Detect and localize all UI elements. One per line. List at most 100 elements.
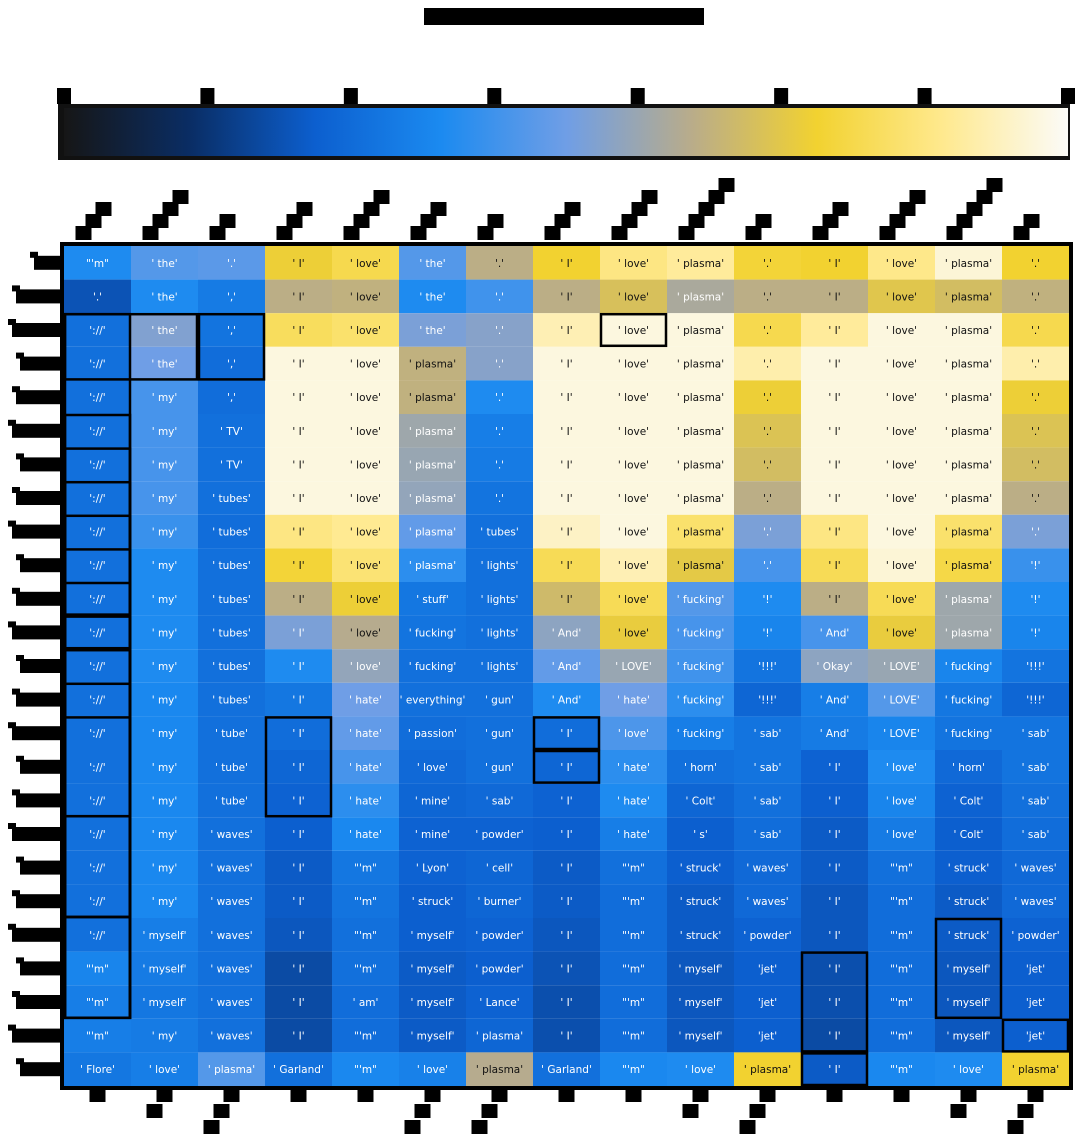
heatmap-cell [935, 682, 1002, 717]
cell-label: ' I' [828, 1031, 840, 1043]
cell-label: ' tubes' [480, 527, 518, 539]
heatmap-cell [1002, 951, 1069, 986]
cell-label: ' my' [152, 896, 178, 908]
heatmap-cell [399, 716, 466, 750]
cell-label: ' plasma' [677, 560, 724, 572]
heatmap-cell [533, 447, 600, 482]
cell-label: '.' [763, 392, 772, 404]
cell-label: ' my' [152, 695, 178, 707]
cell-label: ' plasma' [945, 627, 992, 639]
heatmap-cell [935, 246, 1002, 280]
heatmap-cell [466, 951, 533, 986]
heatmap-cell [265, 246, 332, 280]
heatmap-cell [801, 313, 868, 347]
heatmap-cell [667, 1018, 734, 1053]
cell-label: ' love' [618, 728, 649, 740]
heatmap-cell [198, 313, 265, 347]
cell-label: ' love' [886, 459, 917, 471]
heatmap-cell [466, 313, 533, 347]
heatmap-cell [734, 884, 801, 918]
heatmap-cell [868, 548, 935, 582]
heatmap-cell [64, 951, 131, 986]
cell-label: ' I' [828, 930, 840, 942]
cell-label: ' waves' [746, 863, 788, 875]
heatmap-cell [935, 548, 1002, 582]
cell-label: ' love' [417, 1064, 448, 1076]
colorbar-gradient [64, 108, 1068, 156]
cell-label: ' love' [350, 493, 381, 505]
highlight-outline [800, 951, 869, 1053]
heatmap-cell [801, 750, 868, 784]
cell-label: ' I' [292, 997, 304, 1009]
heatmap-cell [1002, 750, 1069, 784]
cell-label: ' I' [292, 560, 304, 572]
x-axis-bottom-ticks [89, 1088, 1044, 1134]
cell-label: ' gun' [485, 695, 514, 707]
heatmap-cell [667, 481, 734, 515]
heatmap-cell [801, 918, 868, 952]
cell-label: ' I' [560, 795, 572, 807]
heatmap-cell [198, 716, 265, 750]
cell-label: ' And' [552, 661, 582, 673]
cell-label: ' love' [618, 527, 649, 539]
heatmap-cell [64, 481, 131, 515]
heatmap-cell [935, 783, 1002, 818]
heatmap-cell [399, 783, 466, 818]
heatmap-cell [332, 279, 399, 314]
cell-label: ' TV' [220, 459, 243, 471]
heatmap-cells: "'m" ' the' '.' ' I' ' love' ' the' '.' ' I' ' l… [64, 246, 1069, 1086]
y-tick-label [16, 1058, 60, 1077]
cell-label: '.' [763, 493, 772, 505]
cell-label: '.' [763, 359, 772, 371]
cell-label: ' myself' [142, 997, 186, 1009]
top-tick-label [142, 190, 189, 240]
heatmap-cell [466, 918, 533, 952]
heatmap-cell [198, 985, 265, 1019]
heatmap-cell [466, 380, 533, 414]
heatmap-cell [131, 514, 198, 549]
cell-label: "'m" [622, 1031, 645, 1043]
heatmap-cell [533, 514, 600, 549]
cell-label: ' plasma' [677, 426, 724, 438]
cell-label: ' love' [149, 1064, 180, 1076]
heatmap-cell [198, 380, 265, 414]
cell-label: ' I' [828, 459, 840, 471]
cell-label: '.' [763, 527, 772, 539]
heatmap-cell [265, 1018, 332, 1053]
cell-label: ' I' [560, 459, 572, 471]
heatmap-cell [667, 850, 734, 885]
heatmap-cell [734, 716, 801, 750]
cell-label: ' lights' [481, 627, 519, 639]
heatmap-cell [131, 918, 198, 952]
top-tick-label [276, 202, 313, 240]
heatmap-cell [600, 380, 667, 414]
cell-label: ' LOVE' [883, 695, 919, 707]
cell-label: ' cell' [486, 863, 513, 875]
cell-label: ' waves' [210, 1031, 252, 1043]
cell-label: ' And' [820, 728, 850, 740]
cell-label: ' I' [560, 863, 572, 875]
cell-label: ' myself' [678, 1031, 722, 1043]
heatmap-cell [332, 850, 399, 885]
cell-label: ' myself' [410, 1031, 454, 1043]
heatmap-cell [332, 1018, 399, 1053]
heatmap-cell [131, 414, 198, 448]
heatmap-cell [265, 582, 332, 616]
top-tick-label [477, 214, 504, 240]
heatmap-cell [1002, 649, 1069, 683]
heatmap-cell [600, 246, 667, 280]
heatmap-cell [399, 1018, 466, 1053]
cell-label: ' tube' [215, 728, 248, 740]
y-tick-label [8, 923, 60, 942]
bottom-tick-label [404, 1088, 441, 1134]
highlight-outlines [63, 312, 1070, 1087]
heatmap-cell [265, 682, 332, 717]
heatmap-cell [466, 783, 533, 818]
heatmap-cell [600, 447, 667, 482]
cell-label: ' I' [292, 459, 304, 471]
heatmap-cell [399, 682, 466, 717]
cell-label: ' love' [350, 359, 381, 371]
cell-label: ' Okay' [817, 661, 853, 673]
cell-label: ' sab' [1022, 829, 1050, 841]
heatmap-cell [332, 346, 399, 381]
